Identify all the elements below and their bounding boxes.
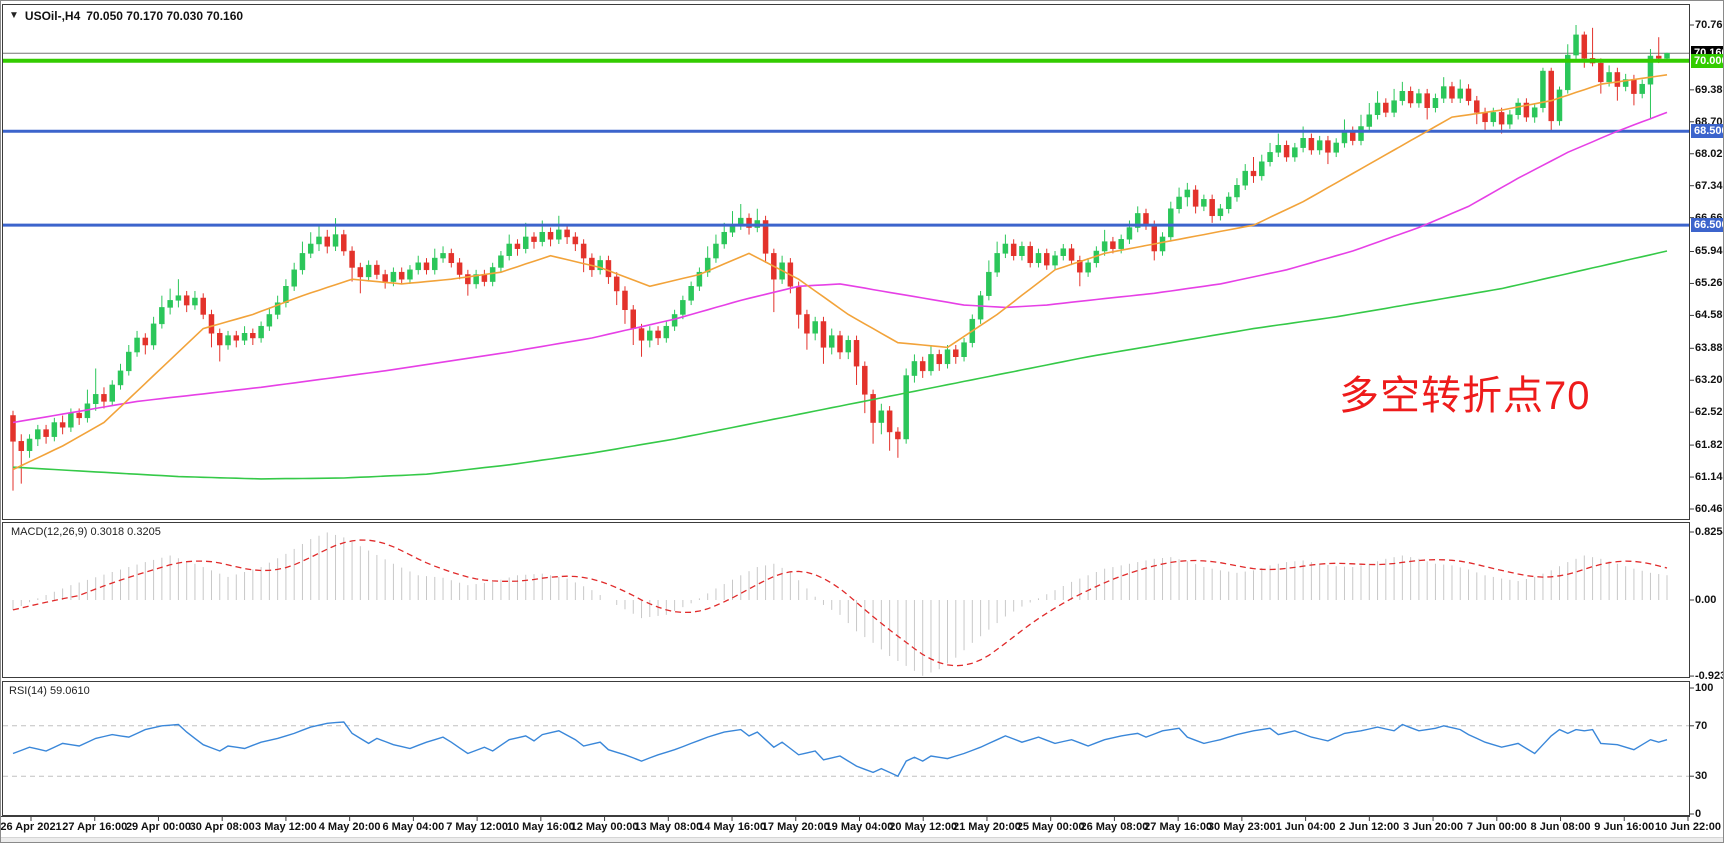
date-axis-label: 10 Jun 22:00 xyxy=(1654,821,1721,833)
price-axis-label: 69.380 xyxy=(1695,83,1723,96)
price-axis-label: 65.940 xyxy=(1695,245,1723,258)
date-axis-label: 3 Jun 20:00 xyxy=(1403,821,1464,833)
macd-signal-line xyxy=(12,539,1668,667)
price-axis-label: 68.020 xyxy=(1695,147,1723,160)
price-axis-label: 70.760 xyxy=(1695,19,1723,31)
annotation-text[interactable]: 多空转折点70 xyxy=(1339,374,1591,418)
date-axis-label: 27 May 16:00 xyxy=(1144,821,1213,833)
price-axis-label: 64.580 xyxy=(1695,309,1723,322)
date-axis-label: 27 Apr 16:00 xyxy=(62,821,128,833)
price-axis-label: 62.520 xyxy=(1695,406,1723,419)
level-price-badge: 66.500 xyxy=(1691,218,1723,233)
date-axis-label: 14 May 16:00 xyxy=(698,821,766,833)
date-axis-label: 1 Jun 04:00 xyxy=(1275,821,1336,833)
date-axis-label: 30 May 23:00 xyxy=(1207,821,1276,833)
symbol-timeframe-label: USOil-,H4 xyxy=(24,9,81,23)
date-axis-label: 7 May 12:00 xyxy=(446,821,508,833)
date-axis-label: 7 Jun 00:00 xyxy=(1466,821,1527,833)
ma-mid-line xyxy=(12,111,1668,424)
ma-slow-line xyxy=(12,250,1668,480)
level-price-badge: 70.000 xyxy=(1691,53,1723,68)
price-axis-label: 61.140 xyxy=(1695,471,1723,484)
price-axis-label: 60.460 xyxy=(1695,503,1723,515)
date-axis-label: 9 Jun 16:00 xyxy=(1594,821,1655,833)
candles-layer xyxy=(10,25,1670,491)
price-axis-label: 67.340 xyxy=(1695,179,1723,192)
rsi-indicator-label: RSI(14) 59.0610 xyxy=(9,685,90,697)
price-panel[interactable] xyxy=(2,4,1690,520)
level-price-badge: 68.500 xyxy=(1691,124,1723,139)
macd-indicator-label: MACD(12,26,9) 0.3018 0.3205 xyxy=(11,526,161,538)
date-axis-label: 26 Apr 2021 xyxy=(0,821,62,833)
rsi-axis-label: 0 xyxy=(1695,808,1702,820)
rsi-panel[interactable] xyxy=(2,681,1690,816)
date-axis-label: 21 May 20:00 xyxy=(952,821,1021,833)
date-axis-label: 13 May 08:00 xyxy=(634,821,703,833)
bottom-scroll-area[interactable] xyxy=(1,837,1723,842)
date-axis-label: 29 Apr 00:00 xyxy=(125,821,191,833)
date-axis-label: 25 May 00:00 xyxy=(1016,821,1085,833)
macd-axis-label: 0.8254 xyxy=(1695,526,1723,538)
macd-panel[interactable] xyxy=(2,522,1690,678)
ma-fast-line xyxy=(12,74,1668,471)
macd-histogram xyxy=(12,532,1668,676)
rsi-line xyxy=(12,721,1668,778)
macd-axis-label: 0.00 xyxy=(1695,594,1717,606)
price-axis-label: 63.880 xyxy=(1695,342,1723,355)
ohlc-readout: 70.050 70.170 70.030 70.160 xyxy=(86,9,244,23)
symbol-dropdown-icon[interactable]: ▼ xyxy=(9,10,19,21)
date-axis-label: 3 May 12:00 xyxy=(255,821,317,833)
date-axis-label: 10 May 16:00 xyxy=(506,821,575,833)
date-axis-label: 26 May 08:00 xyxy=(1080,821,1149,833)
price-axis-label: 65.260 xyxy=(1695,277,1723,290)
date-axis-label: 2 Jun 12:00 xyxy=(1339,821,1400,833)
chart-title-bar: ▼ USOil-,H4 70.050 70.170 70.030 70.160 xyxy=(9,9,243,23)
date-axis-label: 4 May 20:00 xyxy=(318,821,381,833)
rsi-axis-label: 70 xyxy=(1695,719,1708,732)
rsi-axis-label: 30 xyxy=(1695,770,1708,783)
date-axis-label: 30 Apr 08:00 xyxy=(189,821,255,833)
price-axis-label: 61.820 xyxy=(1695,439,1723,452)
date-axis-label: 19 May 04:00 xyxy=(825,821,894,833)
date-axis-label: 20 May 12:00 xyxy=(889,821,958,833)
rsi-axis-label: 100 xyxy=(1695,682,1714,694)
macd-axis-label: -0.9234 xyxy=(1695,670,1723,683)
date-axis-label: 8 Jun 08:00 xyxy=(1530,821,1591,833)
date-axis-label: 12 May 00:00 xyxy=(570,821,639,833)
date-axis-label: 17 May 20:00 xyxy=(761,821,830,833)
price-axis-label: 63.200 xyxy=(1695,374,1723,387)
date-axis-label: 6 May 04:00 xyxy=(382,821,445,833)
